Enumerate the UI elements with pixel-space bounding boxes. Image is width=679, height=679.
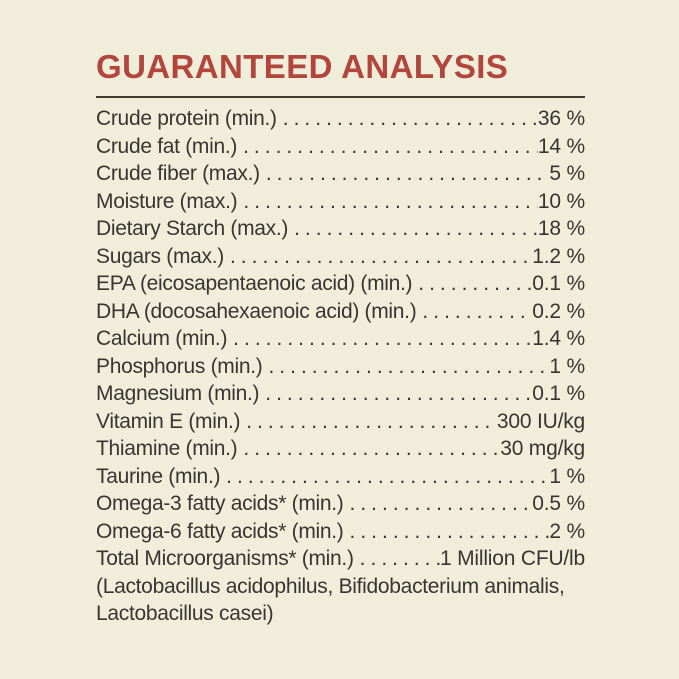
analysis-row: Omega-6 fatty acids* (min.) 2 % <box>96 518 585 546</box>
nutrient-label: Moisture (max.) <box>96 189 238 213</box>
analysis-row: DHA (docosahexaenoic acid) (min.) 0.2 % <box>96 298 585 326</box>
analysis-row: Omega-3 fatty acids* (min.) 0.5 % <box>96 490 585 518</box>
nutrient-label: Magnesium (min.) <box>96 382 260 405</box>
title-divider <box>96 96 585 98</box>
nutrient-label: Omega-3 fatty acids* (min.) <box>96 492 344 515</box>
nutrient-value: 0.1 % <box>532 272 585 295</box>
microorganisms-note: (Lactobacillus acidophilus, Bifidobacter… <box>96 574 565 626</box>
nutrient-value: 1 Million CFU/lb <box>440 547 585 570</box>
analysis-row: Moisture (max.) 10 % <box>96 188 585 216</box>
analysis-row: Crude fat (min.) 14 % <box>96 133 585 161</box>
dot-leader <box>237 435 500 463</box>
nutrient-value: 0.2 % <box>532 299 585 323</box>
nutrient-label: Total Microorganisms* (min.) <box>96 547 354 570</box>
analysis-row: Crude fiber (max.) 5 % <box>96 160 585 188</box>
nutrient-label: Crude fiber (max.) <box>96 162 260 185</box>
dot-leader <box>343 518 549 546</box>
nutrient-value: 14 % <box>537 134 585 158</box>
analysis-row: Dietary Starch (max.) 18 % <box>96 215 585 243</box>
nutrient-value: 36 % <box>537 107 585 130</box>
panel-title: GUARANTEED ANALYSIS <box>96 48 509 85</box>
dot-leader <box>354 545 440 573</box>
nutrient-value: 1.4 % <box>532 327 585 350</box>
analysis-list: Crude protein (min.) 36 % Crude fat (min… <box>96 105 585 573</box>
analysis-row: Total Microorganisms* (min.) 1 Million C… <box>96 545 585 573</box>
dot-leader <box>412 270 532 298</box>
nutrient-value: 0.1 % <box>532 382 585 405</box>
nutrient-label: Crude fat (min.) <box>96 134 238 158</box>
nutrient-label: Omega-6 fatty acids* (min.) <box>96 519 344 543</box>
nutrient-value: 2 % <box>549 519 585 543</box>
dot-leader <box>220 463 549 491</box>
dot-leader <box>277 105 538 133</box>
nutrient-label: Dietary Starch (max.) <box>96 217 289 240</box>
nutrient-value: 0.5 % <box>532 492 585 515</box>
nutrient-value: 1 % <box>549 464 585 488</box>
analysis-row: Vitamin E (min.) 300 IU/kg <box>96 408 585 436</box>
dot-leader <box>240 408 497 436</box>
dot-leader <box>227 325 532 353</box>
dot-leader <box>260 160 550 188</box>
nutrient-value: 1.2 % <box>532 244 585 268</box>
nutrient-label: Phosphorus (min.) <box>96 354 263 378</box>
nutrient-value: 1 % <box>549 354 585 378</box>
dot-leader <box>259 380 532 408</box>
dot-leader <box>237 188 538 216</box>
nutrient-value: 300 IU/kg <box>496 409 585 433</box>
nutrient-value: 5 % <box>549 162 585 185</box>
analysis-row: Thiamine (min.) 30 mg/kg <box>96 435 585 463</box>
analysis-row: Calcium (min.) 1.4 % <box>96 325 585 353</box>
nutrient-value: 18 % <box>537 217 585 240</box>
analysis-row: Sugars (max.) 1.2 % <box>96 243 585 271</box>
nutrient-label: Crude protein (min.) <box>96 107 277 130</box>
nutrient-label: Taurine (min.) <box>96 464 221 488</box>
analysis-row: Crude protein (min.) 36 % <box>96 105 585 133</box>
dot-leader <box>262 353 549 381</box>
nutrient-value: 10 % <box>537 189 585 213</box>
nutrient-label: Calcium (min.) <box>96 327 228 350</box>
analysis-row: Phosphorus (min.) 1 % <box>96 353 585 381</box>
nutrient-label: Sugars (max.) <box>96 244 224 268</box>
dot-leader <box>237 133 538 161</box>
dot-leader <box>343 490 532 518</box>
dot-leader <box>224 243 532 271</box>
nutrient-value: 30 mg/kg <box>500 437 585 460</box>
nutrient-label: EPA (eicosapentaenoic acid) (min.) <box>96 272 413 295</box>
dot-leader <box>288 215 538 243</box>
analysis-row: Magnesium (min.) 0.1 % <box>96 380 585 408</box>
analysis-row: Taurine (min.) 1 % <box>96 463 585 491</box>
nutrient-label: Vitamin E (min.) <box>96 409 241 433</box>
dot-leader <box>416 298 532 326</box>
nutrient-label: Thiamine (min.) <box>96 437 238 460</box>
nutrient-label: DHA (docosahexaenoic acid) (min.) <box>96 299 417 323</box>
analysis-row: EPA (eicosapentaenoic acid) (min.) 0.1 % <box>96 270 585 298</box>
